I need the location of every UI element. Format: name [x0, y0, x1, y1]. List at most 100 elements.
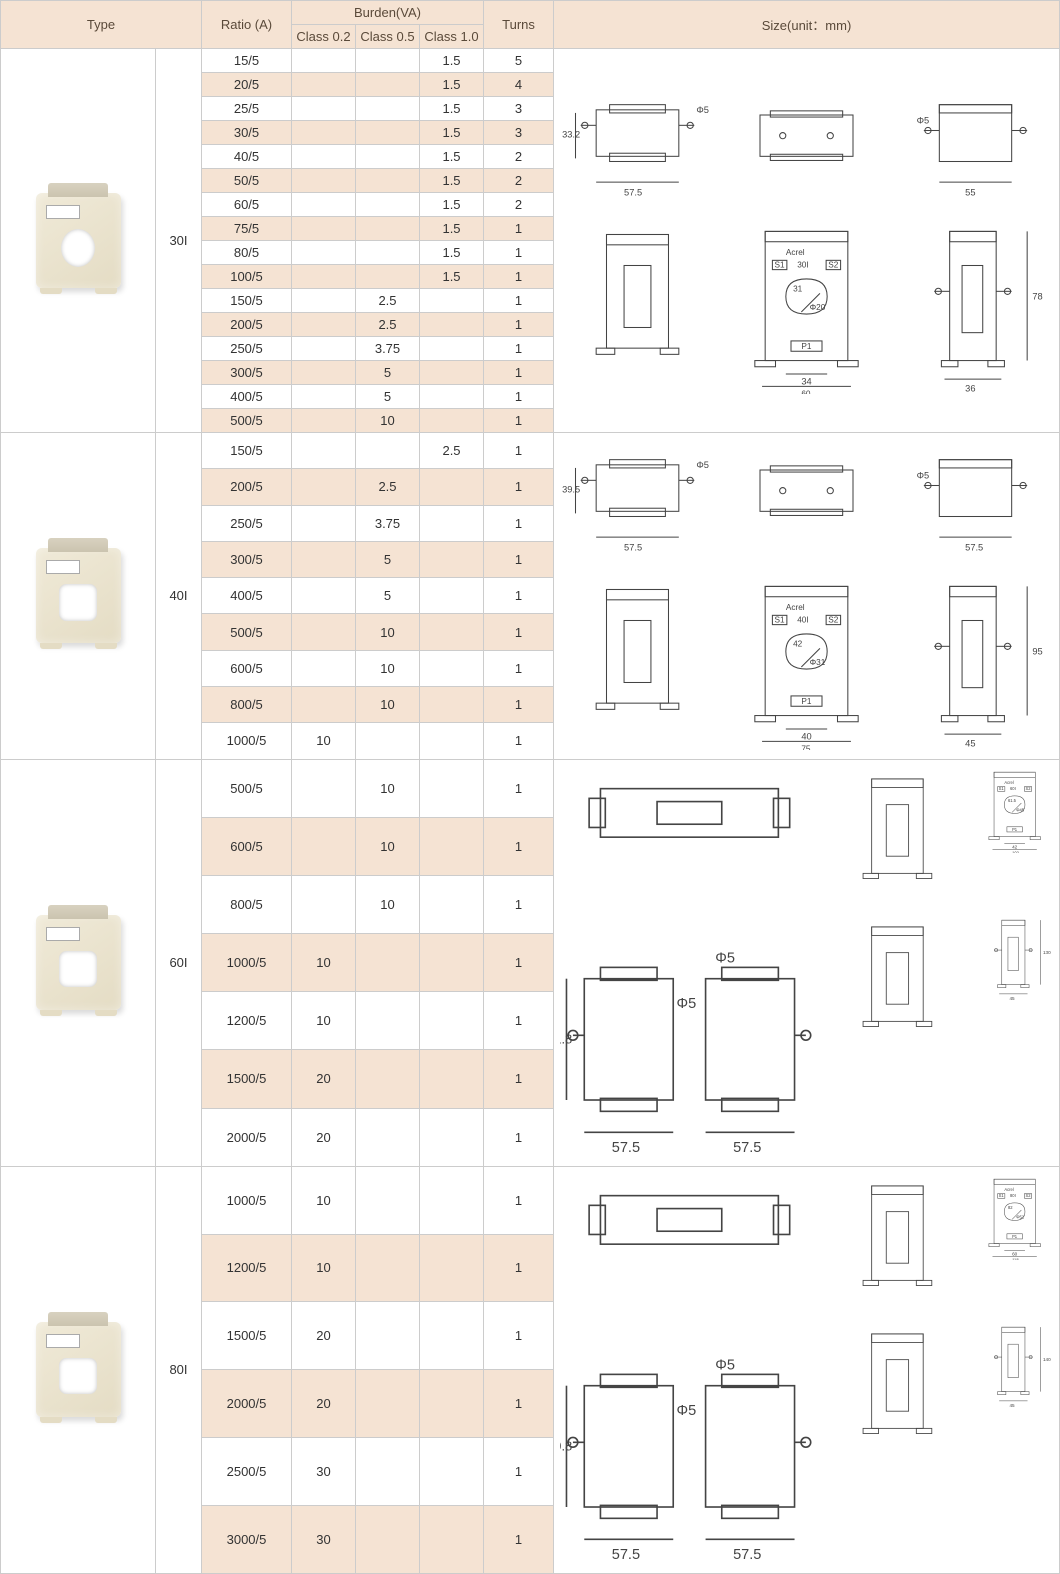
- spec-table: Type Ratio (A) Burden(VA) Turns Size(uni…: [0, 0, 1060, 1574]
- ratio-cell: 200/5: [202, 313, 292, 337]
- turns-cell: 1: [484, 614, 554, 650]
- class10-cell: [420, 409, 484, 433]
- turns-cell: 5: [484, 49, 554, 73]
- class02-cell: [292, 361, 356, 385]
- class05-cell: [356, 992, 420, 1050]
- class02-cell: [292, 169, 356, 193]
- svg-text:82: 82: [1008, 1205, 1013, 1210]
- ratio-cell: 500/5: [202, 409, 292, 433]
- svg-text:45: 45: [1009, 996, 1015, 1001]
- svg-text:P1: P1: [801, 342, 812, 351]
- product-thumb: [23, 903, 133, 1023]
- turns-cell: 1: [484, 337, 554, 361]
- turns-cell: 1: [484, 759, 554, 817]
- svg-text:Φ5: Φ5: [715, 1358, 735, 1374]
- class10-cell: [420, 1438, 484, 1506]
- turns-cell: 1: [484, 1302, 554, 1370]
- turns-cell: 2: [484, 169, 554, 193]
- class05-cell: [356, 1302, 420, 1370]
- turns-cell: 1: [484, 433, 554, 469]
- ratio-cell: 300/5: [202, 541, 292, 577]
- class05-cell: [356, 1166, 420, 1234]
- ratio-cell: 1000/5: [202, 934, 292, 992]
- class05-cell: 2.5: [356, 289, 420, 313]
- ratio-cell: 600/5: [202, 650, 292, 686]
- turns-cell: 1: [484, 875, 554, 933]
- class02-cell: [292, 505, 356, 541]
- class02-cell: [292, 265, 356, 289]
- svg-text:P1: P1: [1012, 1234, 1018, 1239]
- svg-text:61.5: 61.5: [1008, 798, 1017, 803]
- ratio-cell: 60/5: [202, 193, 292, 217]
- hdr-type: Type: [1, 1, 202, 49]
- ratio-cell: 1000/5: [202, 723, 292, 759]
- ratio-cell: 500/5: [202, 614, 292, 650]
- svg-text:34: 34: [801, 376, 811, 386]
- class10-cell: [420, 361, 484, 385]
- turns-cell: 1: [484, 1050, 554, 1108]
- ratio-cell: 3000/5: [202, 1505, 292, 1573]
- class02-cell: 10: [292, 723, 356, 759]
- turns-cell: 1: [484, 313, 554, 337]
- svg-text:45: 45: [965, 739, 975, 749]
- turns-cell: 1: [484, 241, 554, 265]
- svg-text:39.5: 39.5: [562, 485, 580, 495]
- svg-text:57.5: 57.5: [624, 187, 642, 197]
- class02-cell: [292, 875, 356, 933]
- class05-cell: [356, 1370, 420, 1438]
- hdr-turns: Turns: [484, 1, 554, 49]
- ratio-cell: 500/5: [202, 759, 292, 817]
- ratio-cell: 400/5: [202, 578, 292, 614]
- class10-cell: [420, 934, 484, 992]
- svg-text:41.8: 41.8: [560, 1031, 572, 1046]
- class10-cell: 1.5: [420, 217, 484, 241]
- class02-cell: [292, 650, 356, 686]
- turns-cell: 1: [484, 289, 554, 313]
- svg-text:60: 60: [1012, 1251, 1018, 1256]
- svg-text:Φ31: Φ31: [810, 658, 826, 667]
- class02-cell: [292, 193, 356, 217]
- svg-text:Φ5: Φ5: [696, 460, 709, 470]
- svg-text:57.5: 57.5: [965, 543, 983, 553]
- class10-cell: 1.5: [420, 49, 484, 73]
- class05-cell: 10: [356, 614, 420, 650]
- class10-cell: [420, 289, 484, 313]
- svg-text:60: 60: [801, 389, 811, 394]
- svg-text:Φ5: Φ5: [715, 951, 735, 967]
- class02-cell: [292, 817, 356, 875]
- table-row: 60I500/5101 Acrel S1 60I S2 61.5 Φ45 P1 …: [1, 759, 1060, 817]
- turns-cell: 1: [484, 385, 554, 409]
- class02-cell: [292, 433, 356, 469]
- svg-text:Acrel: Acrel: [1004, 1187, 1013, 1192]
- class02-cell: 10: [292, 992, 356, 1050]
- svg-text:S1: S1: [998, 1193, 1004, 1198]
- hdr-burden: Burden(VA): [292, 1, 484, 25]
- svg-text:Acrel: Acrel: [1004, 780, 1013, 785]
- class02-cell: [292, 217, 356, 241]
- ratio-cell: 600/5: [202, 817, 292, 875]
- ratio-cell: 1500/5: [202, 1302, 292, 1370]
- ratio-cell: 80/5: [202, 241, 292, 265]
- svg-text:Φ5: Φ5: [696, 105, 709, 115]
- class02-cell: 20: [292, 1050, 356, 1108]
- class10-cell: [420, 1370, 484, 1438]
- class02-cell: [292, 337, 356, 361]
- class10-cell: [420, 1505, 484, 1573]
- class05-cell: [356, 934, 420, 992]
- ratio-cell: 800/5: [202, 686, 292, 722]
- class02-cell: [292, 385, 356, 409]
- svg-text:42: 42: [793, 639, 803, 648]
- svg-text:Φ5: Φ5: [917, 470, 930, 480]
- class10-cell: 1.5: [420, 145, 484, 169]
- class02-cell: [292, 759, 356, 817]
- class02-cell: [292, 97, 356, 121]
- class02-cell: 20: [292, 1302, 356, 1370]
- class05-cell: [356, 169, 420, 193]
- turns-cell: 1: [484, 650, 554, 686]
- table-header: Type Ratio (A) Burden(VA) Turns Size(uni…: [1, 1, 1060, 49]
- svg-text:57.5: 57.5: [733, 1140, 761, 1156]
- class10-cell: [420, 1166, 484, 1234]
- ratio-cell: 1200/5: [202, 1234, 292, 1302]
- table-row: 80I1000/5101 Acrel S1 80I S2 82 Φ52 P1 6…: [1, 1166, 1060, 1234]
- class02-cell: [292, 73, 356, 97]
